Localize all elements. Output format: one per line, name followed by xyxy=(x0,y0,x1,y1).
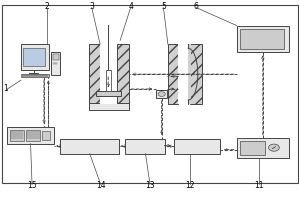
Bar xyxy=(89,44,100,104)
Text: 11: 11 xyxy=(254,181,264,190)
Bar xyxy=(188,44,190,104)
Bar xyxy=(106,70,111,91)
Bar xyxy=(124,139,165,154)
Bar xyxy=(21,74,50,77)
Bar xyxy=(240,29,284,49)
Bar xyxy=(7,127,53,144)
Text: 13: 13 xyxy=(145,181,155,190)
Bar xyxy=(237,138,289,158)
Bar xyxy=(26,130,40,141)
Bar xyxy=(117,44,128,104)
Circle shape xyxy=(268,144,279,151)
Bar xyxy=(10,130,24,141)
Text: 12: 12 xyxy=(186,181,195,190)
Text: 3: 3 xyxy=(89,2,94,11)
Text: 4: 4 xyxy=(128,2,133,11)
Bar xyxy=(53,54,58,60)
Bar xyxy=(60,139,118,154)
Circle shape xyxy=(158,92,165,96)
Bar xyxy=(168,44,178,104)
Bar xyxy=(237,26,289,52)
Text: 6: 6 xyxy=(194,2,199,11)
Text: 14: 14 xyxy=(96,181,106,190)
Text: 1: 1 xyxy=(4,84,8,93)
Bar xyxy=(21,44,50,70)
Bar xyxy=(23,48,46,66)
Bar xyxy=(190,44,202,104)
Text: 2: 2 xyxy=(45,2,50,11)
Text: 15: 15 xyxy=(27,181,37,190)
Bar xyxy=(52,52,60,75)
Bar xyxy=(174,139,220,154)
Bar xyxy=(89,103,128,110)
Text: 5: 5 xyxy=(161,2,166,11)
Bar xyxy=(100,44,117,104)
Bar xyxy=(156,90,167,98)
Bar xyxy=(96,91,121,96)
Bar xyxy=(240,141,265,155)
Bar xyxy=(42,131,50,140)
Bar xyxy=(178,44,190,104)
